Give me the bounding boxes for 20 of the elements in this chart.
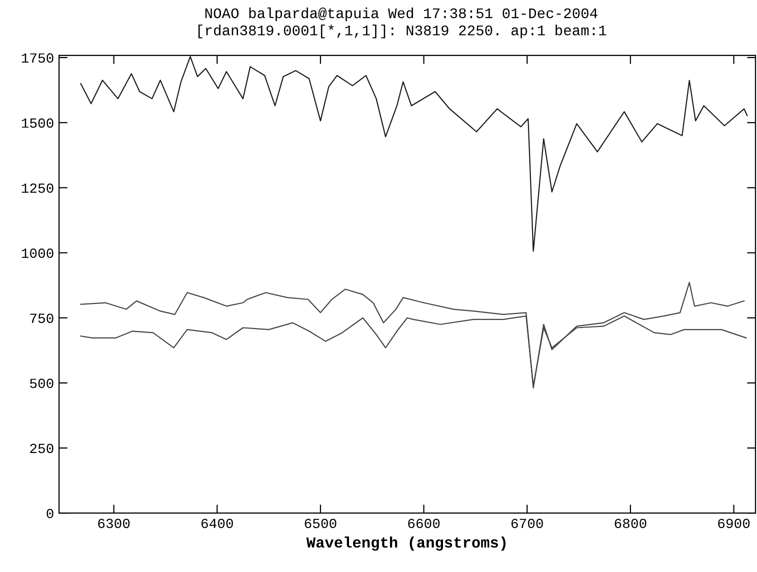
x-tick-label: 6400 [201, 518, 233, 528]
chart-subtitle: [rdan3819.0001[*,1,1]]: N3819 2250. ap:1 beam:1 [198, 24, 606, 38]
line-series [80, 56, 748, 252]
y-tick-label: 250 [30, 444, 54, 454]
y-tick-label: 1750 [22, 53, 54, 63]
y-tick-label: 1500 [22, 118, 54, 128]
x-tick-label: 6600 [408, 518, 440, 528]
x-tick-label: 6500 [304, 518, 336, 528]
line-series [80, 282, 745, 388]
y-tick-label: 0 [46, 508, 54, 518]
x-axis-title: Wavelength (angstroms) [306, 536, 506, 551]
y-tick-label: 500 [30, 378, 54, 388]
y-tick-label: 750 [30, 314, 54, 324]
x-tick-label: 6300 [98, 518, 130, 528]
y-tick-label: 1250 [22, 183, 54, 193]
x-tick-label: 6800 [614, 518, 646, 528]
chart-title: NOAO balparda@tapuia Wed 17:38:51 01-Dec-2004 [205, 8, 598, 22]
x-tick-label: 6700 [511, 518, 543, 528]
y-tick-label: 1000 [22, 248, 54, 258]
x-tick-label: 6900 [718, 518, 750, 528]
